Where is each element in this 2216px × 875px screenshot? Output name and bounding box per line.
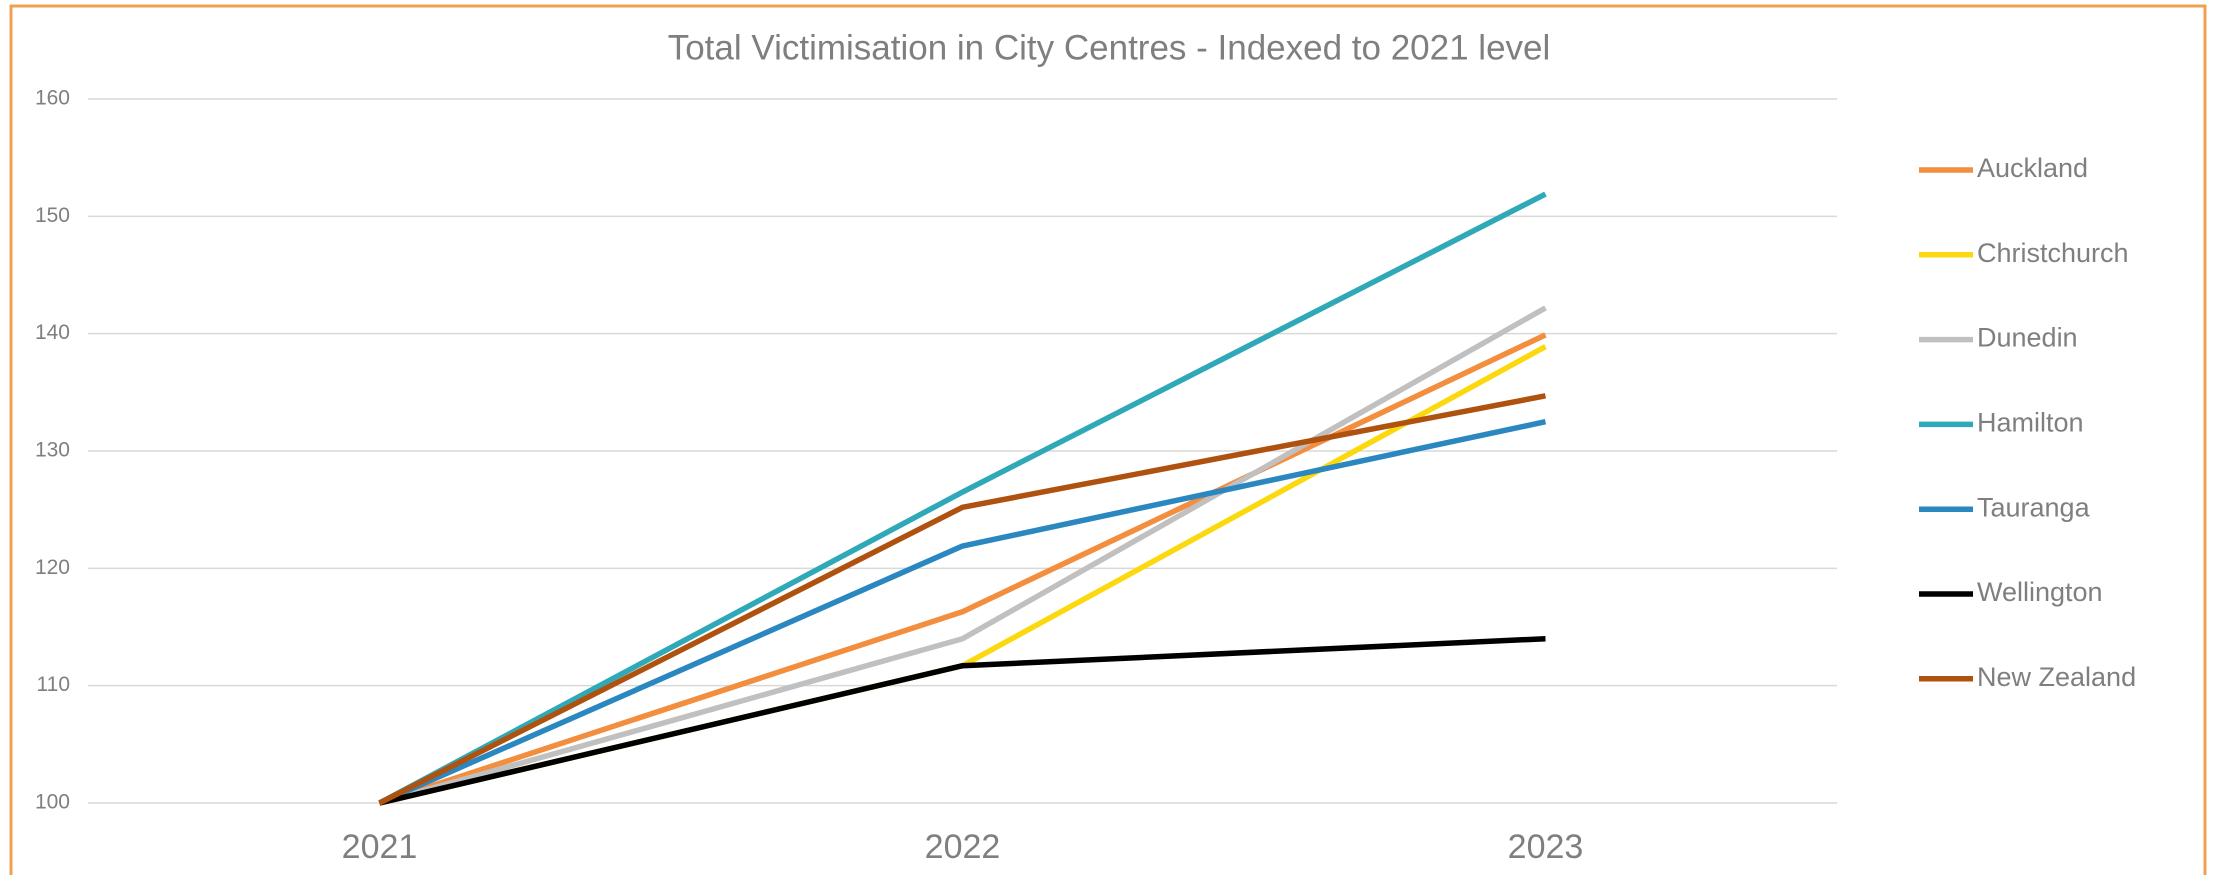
- series-line: [378, 418, 1547, 806]
- legend-label: New Zealand: [1977, 662, 2136, 692]
- y-tick-label: 110: [37, 673, 70, 696]
- legend-label: Hamilton: [1977, 408, 2084, 438]
- y-tick-label: 160: [35, 87, 70, 110]
- y-tick-label: 120: [35, 556, 70, 579]
- legend-label: Tauranga: [1977, 492, 2091, 522]
- x-tick-label: 2021: [342, 828, 418, 866]
- chart-border: [9, 4, 2207, 875]
- legend-label: Dunedin: [1977, 323, 2078, 353]
- chart-title: Total Victimisation in City Centres - In…: [668, 28, 1551, 67]
- legend-label: Auckland: [1977, 153, 2088, 183]
- series-line: [378, 332, 1547, 806]
- series-line: [378, 305, 1547, 806]
- legend-label: Christchurch: [1977, 238, 2129, 268]
- legend-label: Wellington: [1977, 577, 2103, 607]
- x-tick-label: 2023: [1508, 828, 1584, 866]
- series-line: [378, 393, 1547, 806]
- x-tick-label: 2022: [925, 828, 1001, 866]
- y-tick-label: 100: [35, 791, 70, 814]
- y-tick-label: 150: [35, 204, 70, 227]
- series-line: [378, 191, 1547, 806]
- y-tick-label: 140: [35, 321, 70, 344]
- y-tick-label: 130: [35, 439, 70, 462]
- series-line: [378, 635, 1546, 806]
